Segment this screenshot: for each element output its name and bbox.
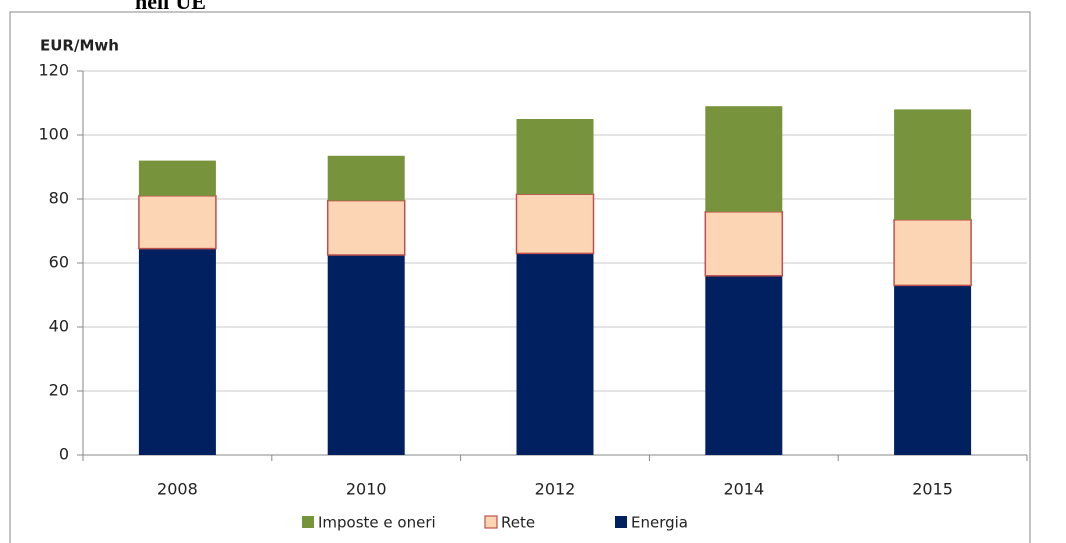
bar-segment [138,195,217,250]
x-tick-label: 2014 [723,480,764,499]
legend-swatch [615,516,627,528]
y-tick-label: 120 [38,61,69,80]
chart-title: nell'UE [135,0,206,14]
legend-label: Imposte e oneri [318,514,436,532]
x-tick-label: 2012 [535,480,576,499]
legend-label: Rete [501,514,535,532]
y-tick-label: 0 [59,445,69,464]
bar-segment [893,219,972,287]
bar-segment [515,193,595,255]
y-tick-label: 100 [38,125,69,144]
bar-segment [138,160,216,196]
x-tick-label: 2015 [912,480,953,499]
x-tick-label: 2008 [157,480,198,499]
y-tick-label: 60 [49,253,69,272]
bar-segment [894,285,972,455]
bar-segment [516,119,594,195]
bar-segment [705,275,783,455]
bar-segment [516,253,594,455]
bar-segment [327,255,405,455]
bar-segment [138,248,216,455]
legend-swatch [484,515,498,529]
chart-frame [9,11,1031,543]
y-tick-label: 20 [49,381,69,400]
bar-segment [704,211,784,277]
bar-segment [894,109,972,220]
bar-segment [327,155,405,201]
y-tick-label: 40 [49,317,69,336]
bar-segment [326,199,406,256]
y-axis-label: EUR/Mwh [40,37,119,55]
legend-swatch [302,516,314,528]
bar-segment [705,106,783,212]
x-tick-label: 2010 [346,480,387,499]
y-tick-label: 80 [49,189,69,208]
legend-label: Energia [631,514,688,532]
